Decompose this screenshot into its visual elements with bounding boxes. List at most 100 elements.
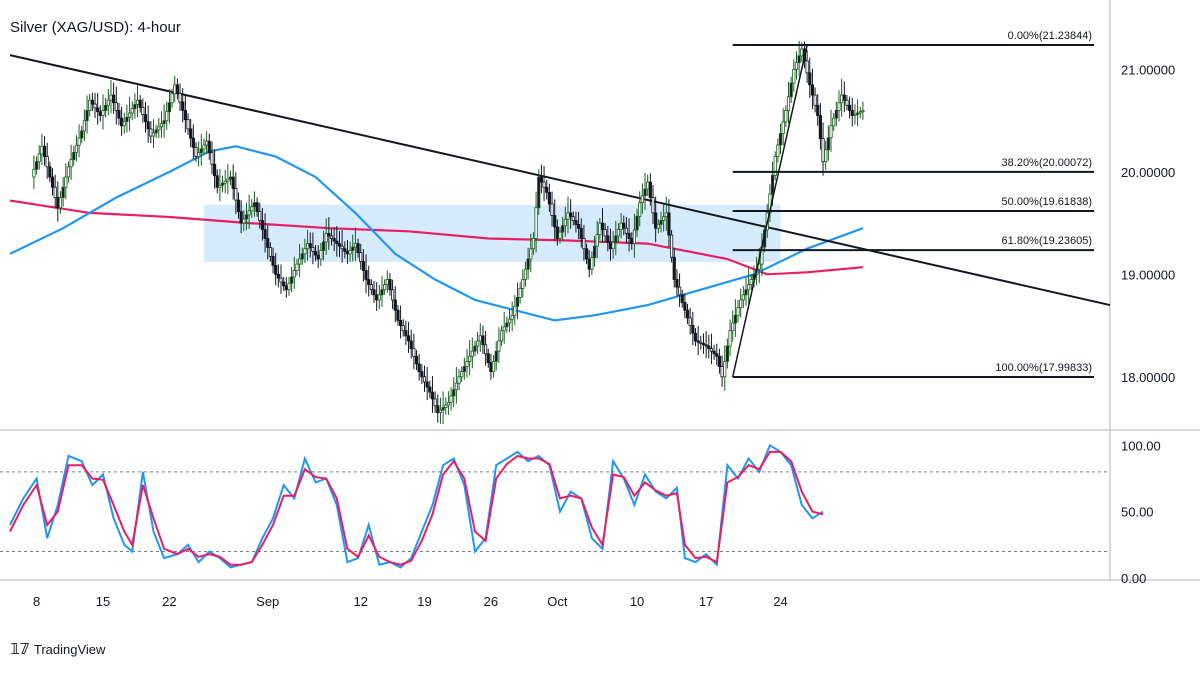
candle-body (66, 166, 71, 178)
candle-body (446, 401, 451, 406)
candle-body (590, 257, 594, 270)
candle-body (441, 407, 445, 411)
candle-body (627, 232, 631, 239)
candle-body (138, 99, 142, 108)
candle-body (135, 99, 140, 105)
candle-body (141, 106, 145, 115)
candle-body (69, 159, 73, 168)
price-tick-1: 20.00000 (1121, 165, 1175, 180)
candle-body (101, 110, 105, 116)
candle-body (558, 231, 562, 239)
candle-body (688, 317, 692, 326)
candle-body (850, 110, 854, 116)
candle-body (579, 227, 583, 239)
candle-body (154, 129, 158, 134)
candle-body (707, 345, 711, 350)
candle-body (351, 246, 355, 251)
candle-body (534, 207, 538, 239)
candle-body (731, 322, 735, 332)
candle-body (420, 371, 424, 378)
candle-body (792, 69, 796, 84)
candle-body (218, 184, 222, 188)
candle-body (409, 340, 413, 350)
candle-body (287, 282, 291, 291)
candle-body (247, 210, 251, 216)
candle-body (125, 116, 129, 122)
candle-body (515, 296, 520, 307)
candle-body (675, 279, 679, 288)
candle-body (159, 123, 164, 128)
candle-body (834, 110, 838, 119)
candle-body (345, 250, 350, 255)
candle-body (555, 226, 559, 239)
candle-body (189, 128, 193, 139)
candle-body (194, 146, 198, 157)
candle-body (826, 137, 830, 151)
candle-body (268, 247, 272, 257)
candle-body (332, 238, 336, 242)
candle-body (53, 186, 57, 198)
candle-body (143, 114, 148, 123)
candle-body (648, 181, 652, 198)
candle-body (165, 111, 169, 122)
candle-body (250, 206, 254, 212)
candle-body (290, 276, 294, 284)
candle-body (855, 112, 860, 115)
time-tick-9: 17 (699, 594, 713, 609)
candle-body (133, 104, 137, 110)
candle-body (234, 188, 238, 201)
candle-body (329, 235, 334, 239)
candle-body (778, 133, 783, 146)
candle-body (481, 335, 485, 346)
candle-body (56, 197, 60, 209)
candle-body (646, 181, 650, 190)
brand: 𝟙𝟟 TradingView (10, 640, 105, 658)
candle-body (340, 245, 344, 250)
candle-body (553, 215, 557, 228)
candle-body (770, 174, 775, 195)
candle-body (311, 247, 315, 252)
candle-body (845, 99, 849, 106)
candle-body (343, 248, 347, 252)
candle-body (444, 404, 448, 408)
candle-body (425, 381, 429, 388)
candle-body (361, 261, 365, 271)
candle-body (48, 166, 52, 178)
candle-body (672, 256, 676, 280)
candle-body (303, 248, 307, 255)
fibonacci-label-2: 50.00%(19.61838) (1002, 196, 1093, 208)
candle-body (375, 294, 379, 301)
candle-body (693, 332, 698, 342)
candle-body (662, 216, 666, 221)
candle-body (808, 72, 812, 86)
candle-body (848, 104, 852, 111)
candle-body (321, 241, 326, 251)
candle-body (460, 371, 464, 378)
candle-body (114, 102, 118, 111)
candle-body (632, 229, 636, 245)
candle-body (438, 409, 443, 414)
candle-body (404, 330, 408, 337)
candle-body (656, 224, 660, 229)
stochastic-tick-2: 0.00 (1121, 571, 1146, 586)
candle-body (465, 361, 469, 367)
candle-body (199, 148, 203, 154)
candle-body (853, 113, 857, 116)
candle-body (109, 94, 113, 101)
candle-body (563, 218, 567, 227)
candle-body (507, 318, 512, 324)
candle-body (239, 211, 243, 224)
candle-body (417, 363, 421, 373)
candle-body (736, 307, 740, 316)
candle-body (157, 126, 161, 131)
candle-body (96, 107, 100, 113)
candle-body (832, 117, 836, 127)
candle-body (181, 101, 185, 111)
candle-body (396, 309, 400, 321)
stochastic-tick-1: 50.00 (1121, 505, 1154, 520)
candle-body (728, 330, 732, 347)
candle-body (818, 115, 822, 140)
candle-body (369, 284, 373, 291)
candle-body (725, 345, 729, 362)
